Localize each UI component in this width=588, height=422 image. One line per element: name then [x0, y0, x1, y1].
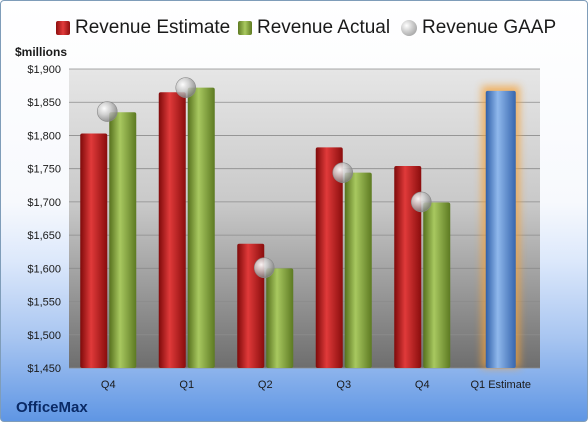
- legend-label-gaap: Revenue GAAP: [422, 17, 557, 38]
- marker-revenue-gaap: [175, 77, 197, 98]
- y-tick-label: $1,450: [27, 363, 61, 375]
- bar-revenue-actual: [109, 112, 137, 368]
- x-tick-label: Q1 Estimate: [470, 379, 531, 391]
- x-tick-label: Q2: [258, 379, 273, 391]
- legend-swatch-estimate: [56, 21, 70, 35]
- legend-label-estimate: Revenue Estimate: [75, 17, 231, 38]
- plot-area: [69, 69, 540, 368]
- bar-revenue-estimate: [394, 166, 422, 368]
- marker-revenue-gaap: [332, 162, 354, 183]
- bar-revenue-forecast: [485, 90, 516, 368]
- bar-revenue-estimate: [158, 92, 186, 368]
- bar-revenue-estimate: [315, 147, 343, 368]
- company-name: OfficeMax: [16, 399, 88, 416]
- legend-item-gaap: Revenue GAAP: [401, 17, 556, 39]
- legend-swatch-gaap: [401, 20, 417, 36]
- bar-revenue-actual: [423, 202, 451, 368]
- y-tick-label: $1,900: [27, 64, 61, 76]
- x-tick-label: Q4: [101, 379, 116, 391]
- legend-item-estimate: Revenue Estimate: [56, 17, 230, 39]
- bar-revenue-estimate: [80, 133, 108, 368]
- y-tick-label: $1,850: [27, 97, 61, 109]
- x-tick-label: Q3: [336, 379, 351, 391]
- marker-revenue-gaap: [410, 191, 432, 213]
- bar-revenue-actual: [187, 87, 215, 369]
- marker-revenue-gaap: [96, 101, 118, 122]
- x-tick-label: Q4: [415, 379, 430, 391]
- marker-revenue-gaap: [253, 257, 275, 278]
- legend-swatch-actual: [238, 21, 252, 35]
- y-tick-label: $1,650: [27, 230, 61, 242]
- y-tick-label: $1,500: [27, 330, 61, 342]
- bar-revenue-actual: [344, 172, 372, 368]
- y-tick-label: $1,600: [27, 263, 61, 275]
- y-tick-label: $1,800: [27, 130, 61, 142]
- y-tick-label: $1,750: [27, 164, 61, 176]
- legend-item-actual: Revenue Actual: [238, 17, 390, 39]
- legend-label-actual: Revenue Actual: [257, 17, 391, 38]
- legend: Revenue Estimate Revenue Actual Revenue …: [1, 17, 587, 43]
- y-tick-label: $1,700: [27, 197, 61, 209]
- y-tick-label: $1,550: [27, 297, 61, 309]
- x-tick-label: Q1: [179, 379, 194, 391]
- y-axis-units-label: $millions: [15, 45, 68, 59]
- bar-revenue-actual: [266, 268, 294, 368]
